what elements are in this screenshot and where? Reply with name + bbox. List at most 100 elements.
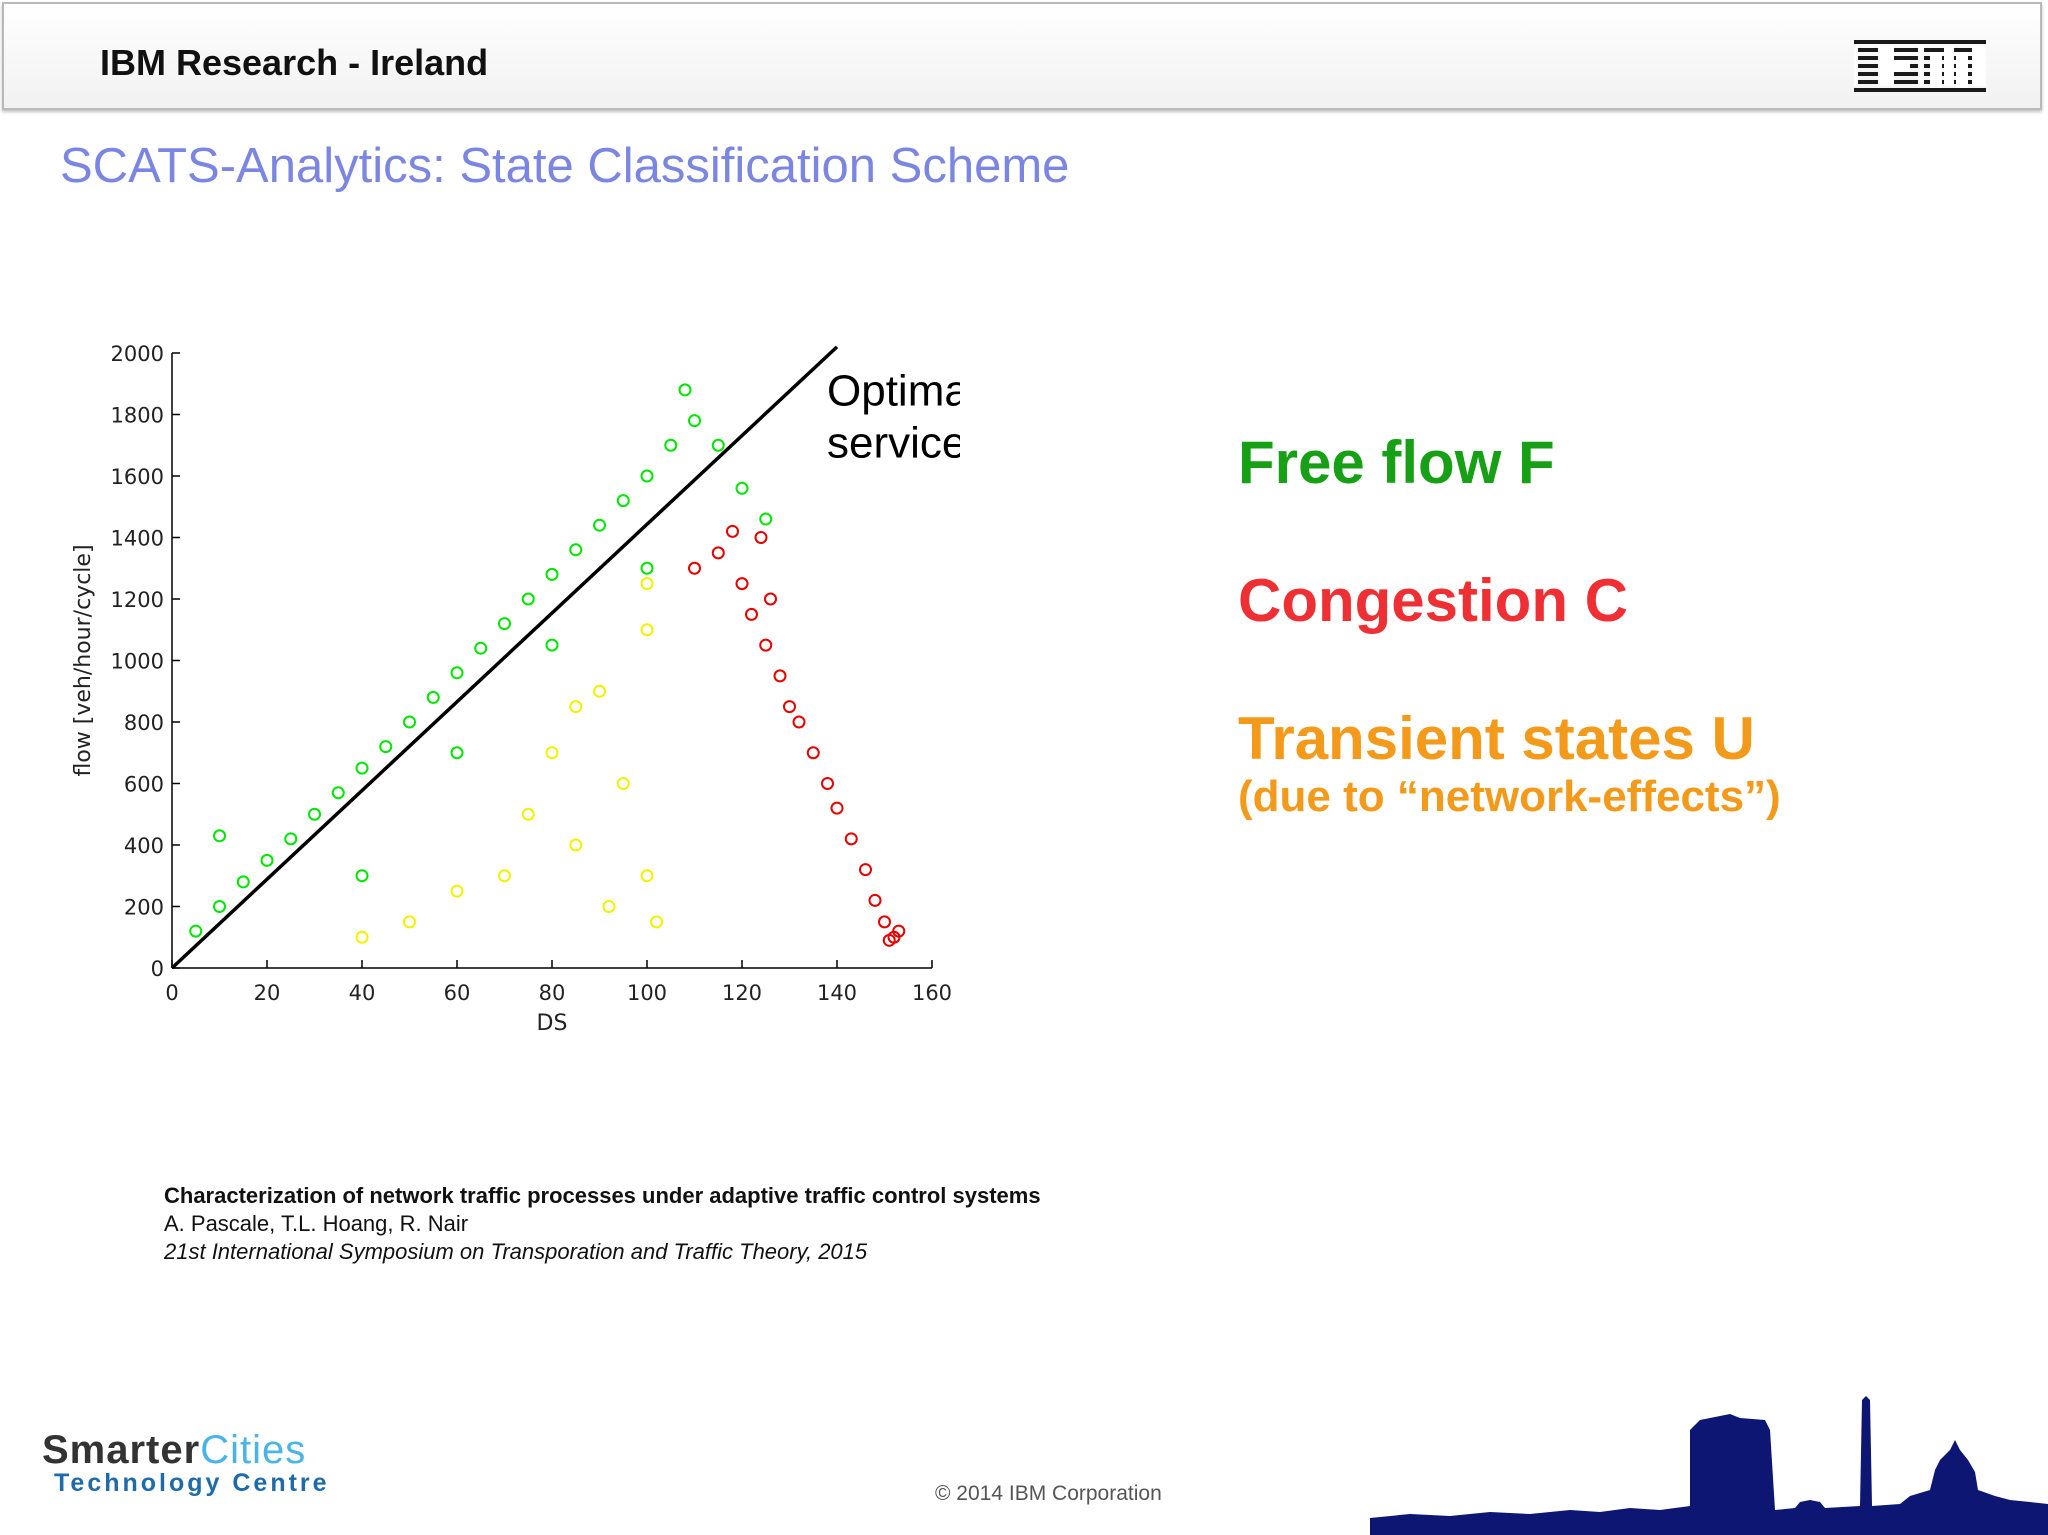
point-green-23 — [711, 438, 725, 452]
point-red-5 — [759, 638, 773, 652]
point-green-16 — [569, 543, 583, 557]
point-green-28 — [450, 746, 464, 760]
point-red-19 — [764, 592, 777, 606]
x-tick-100: 100 — [627, 981, 667, 1005]
y-tick-1400: 1400 — [111, 527, 164, 551]
point-red-13 — [859, 863, 872, 877]
y-tick-0: 0 — [151, 957, 164, 981]
y-axis-label: flow [veh/hour/cycle] — [71, 544, 96, 776]
x-tick-20: 20 — [254, 981, 281, 1005]
point-red-11 — [830, 801, 844, 815]
optimal-service-line — [170, 345, 839, 970]
y-tick-800: 800 — [124, 711, 164, 735]
y-tick-400: 400 — [124, 834, 164, 858]
y-tick-200: 200 — [124, 896, 164, 920]
x-tick-0: 0 — [165, 981, 178, 1005]
copyright: © 2014 IBM Corporation — [935, 1482, 1162, 1505]
point-green-30 — [640, 561, 654, 575]
point-green-4 — [284, 832, 298, 846]
y-tick-1800: 1800 — [111, 404, 164, 428]
point-red-1 — [711, 546, 725, 560]
point-green-10 — [426, 690, 440, 704]
point-green-20 — [664, 438, 678, 452]
point-red-7 — [783, 700, 796, 714]
point-yellow-4 — [521, 807, 535, 821]
point-red-8 — [792, 715, 806, 729]
point-red-15 — [878, 915, 891, 929]
legend-transient-note: (due to “network-effects”) — [1238, 772, 1781, 821]
point-yellow-14 — [569, 700, 583, 714]
chart-axes: 0 20 40 60 80 100 120 140 1600200400600800100012… — [111, 342, 953, 1005]
citation-authors: A. Pascale, T.L. Hoang, R. Nair — [164, 1211, 469, 1236]
x-tick-140: 140 — [817, 981, 857, 1005]
y-tick-2000: 2000 — [111, 342, 164, 366]
point-green-14 — [521, 592, 535, 606]
point-green-1 — [213, 900, 226, 913]
point-yellow-2 — [450, 884, 464, 898]
point-yellow-0 — [355, 930, 369, 944]
ibm-logo — [1854, 40, 1986, 92]
point-red-6 — [773, 669, 787, 683]
point-yellow-13 — [602, 900, 616, 913]
point-green-12 — [474, 641, 488, 655]
point-yellow-8 — [616, 777, 630, 790]
point-yellow-6 — [569, 838, 583, 852]
point-green-26 — [213, 829, 226, 843]
point-red-9 — [806, 746, 820, 760]
point-yellow-11 — [650, 915, 663, 929]
legend-transient: Transient states U — [1238, 705, 1755, 772]
brand-centre: Technology Centre — [54, 1469, 330, 1497]
point-yellow-7 — [593, 684, 606, 698]
point-green-25 — [759, 512, 773, 526]
point-green-3 — [260, 853, 274, 867]
x-tick-120: 120 — [722, 981, 762, 1005]
point-yellow-10 — [640, 869, 654, 883]
optimal-service-label: Optimalservice rate — [827, 366, 960, 467]
citation-title: Characterization of network traffic proc… — [164, 1183, 1041, 1208]
legend-congestion: Congestion C — [1238, 567, 1628, 634]
point-green-13 — [498, 617, 511, 631]
point-red-0 — [688, 561, 701, 575]
brand-cities: Cities — [200, 1428, 307, 1472]
point-red-4 — [745, 607, 758, 621]
smarter-cities-logo: SmarterCities Technology Centre — [42, 1428, 330, 1498]
citation-venue: 21st International Symposium on Transpor… — [164, 1239, 868, 1264]
x-tick-160: 160 — [912, 981, 952, 1005]
point-yellow-12 — [640, 577, 654, 591]
y-tick-1200: 1200 — [111, 588, 164, 612]
point-green-5 — [308, 807, 321, 821]
point-green-18 — [616, 494, 630, 508]
citation: Characterization of network traffic proc… — [164, 1182, 1041, 1266]
point-green-24 — [735, 481, 749, 495]
point-green-6 — [331, 786, 345, 800]
y-tick-1000: 1000 — [111, 650, 164, 674]
point-red-17 — [892, 924, 906, 938]
brand-smarter: Smarter — [42, 1428, 201, 1472]
point-yellow-9 — [640, 623, 654, 637]
x-axis-label: DS — [537, 1011, 568, 1036]
point-green-0 — [189, 924, 203, 938]
x-tick-80: 80 — [539, 981, 566, 1005]
header-title: IBM Research - Ireland — [100, 42, 489, 83]
point-green-8 — [379, 740, 393, 754]
point-red-12 — [844, 832, 858, 846]
point-red-3 — [735, 577, 749, 591]
legend-free-flow: Free flow F — [1238, 429, 1555, 496]
point-red-20 — [754, 531, 768, 544]
point-green-7 — [355, 761, 369, 775]
point-green-11 — [450, 666, 464, 680]
y-tick-600: 600 — [124, 773, 164, 797]
scatter-chart: 0 20 40 60 80 100 120 140 1600200400600800100012… — [71, 342, 960, 1036]
point-red-18 — [882, 933, 896, 947]
dublin-skyline-graphic — [1370, 1396, 2048, 1535]
point-green-15 — [545, 567, 559, 581]
point-yellow-1 — [403, 915, 416, 929]
point-green-27 — [355, 869, 369, 883]
point-green-19 — [640, 469, 654, 483]
slide-title: SCATS-Analytics: State Classification Sc… — [60, 139, 1070, 193]
point-red-14 — [868, 893, 882, 907]
point-red-2 — [726, 524, 739, 538]
point-green-2 — [236, 875, 250, 889]
x-tick-60: 60 — [444, 981, 471, 1005]
chart-points — [189, 383, 906, 947]
